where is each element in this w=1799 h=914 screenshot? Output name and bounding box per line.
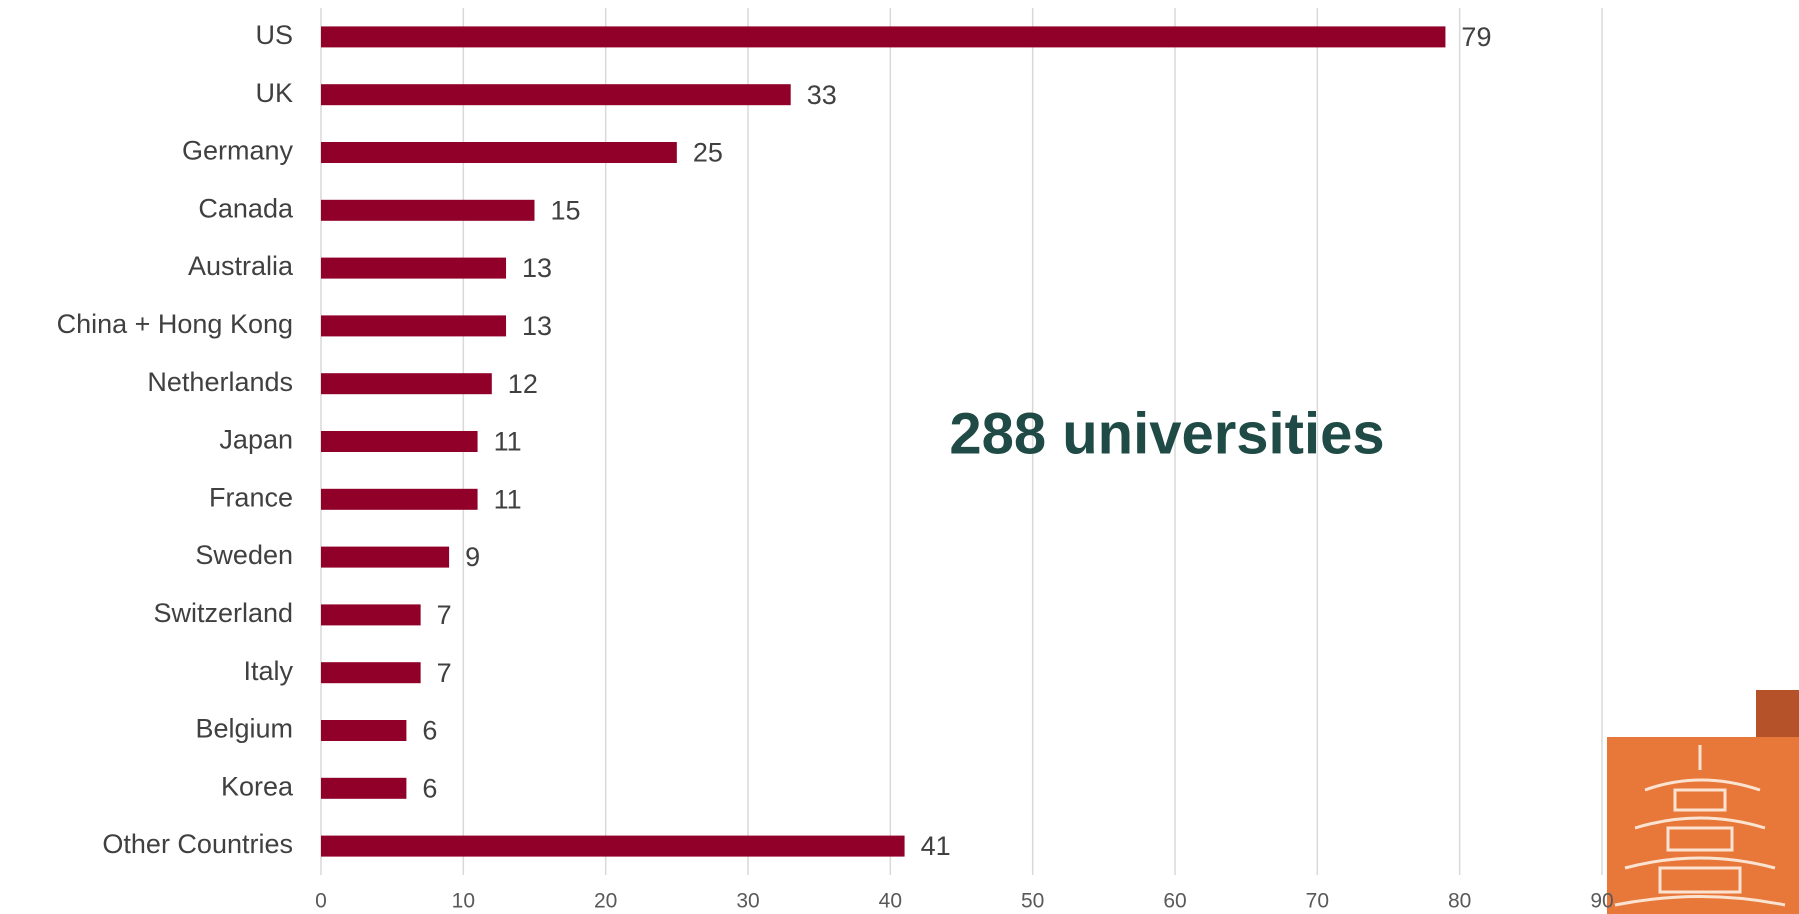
annotation: 288 universities <box>949 401 1384 466</box>
data-label: 11 <box>494 427 522 457</box>
data-label: 41 <box>921 831 951 861</box>
data-label: 7 <box>437 658 452 688</box>
bar <box>321 84 791 106</box>
y-tick-label: US <box>255 20 293 50</box>
x-tick-label: 80 <box>1448 890 1471 913</box>
y-tick-label: Canada <box>198 193 294 223</box>
y-tick-label: France <box>209 482 293 512</box>
y-tick-label: Japan <box>219 425 293 455</box>
bar <box>321 373 492 395</box>
x-tick-label: 10 <box>452 890 475 913</box>
bar <box>321 546 450 568</box>
data-label: 12 <box>508 369 538 399</box>
y-tick-label: Germany <box>182 136 294 166</box>
y-tick-label: China + Hong Kong <box>57 309 293 339</box>
bar <box>321 26 1446 48</box>
bar <box>321 835 905 857</box>
y-tick-label: Australia <box>188 251 294 281</box>
data-label: 7 <box>437 600 452 630</box>
x-tick-label: 50 <box>1021 890 1044 913</box>
bar <box>321 431 478 452</box>
y-tick-label: Netherlands <box>147 367 293 397</box>
bar <box>321 199 535 221</box>
bar <box>321 720 407 741</box>
y-tick-label: UK <box>255 78 293 108</box>
bar <box>321 315 507 337</box>
y-tick-label: Switzerland <box>153 598 293 628</box>
data-label: 25 <box>693 138 723 168</box>
y-tick-label: Italy <box>243 656 293 686</box>
y-tick-label: Korea <box>221 771 294 801</box>
y-tick-label: Sweden <box>195 540 293 570</box>
y-tick-label: Belgium <box>195 714 293 744</box>
y-tick-label: Other Countries <box>102 829 293 859</box>
logo <box>1607 690 1799 914</box>
bar <box>321 777 407 799</box>
data-label: 13 <box>522 311 552 341</box>
x-tick-label: 40 <box>879 890 902 913</box>
bar <box>321 488 478 510</box>
data-label: 6 <box>422 716 437 746</box>
data-label: 33 <box>807 80 837 110</box>
data-label: 13 <box>522 253 552 283</box>
x-tick-label: 60 <box>1163 890 1186 913</box>
data-label: 11 <box>494 484 522 514</box>
x-tick-label: 70 <box>1306 890 1329 913</box>
data-label: 79 <box>1461 22 1491 52</box>
data-label: 9 <box>465 542 480 572</box>
bar <box>321 604 421 626</box>
x-tick-label: 30 <box>736 890 759 913</box>
bar <box>321 662 421 684</box>
bar <box>321 142 677 163</box>
x-tick-label: 0 <box>315 890 327 913</box>
x-tick-label: 90 <box>1590 890 1613 913</box>
data-label: 6 <box>422 773 437 803</box>
data-label: 15 <box>551 195 581 225</box>
bar <box>321 257 507 279</box>
x-tick-label: 20 <box>594 890 617 913</box>
